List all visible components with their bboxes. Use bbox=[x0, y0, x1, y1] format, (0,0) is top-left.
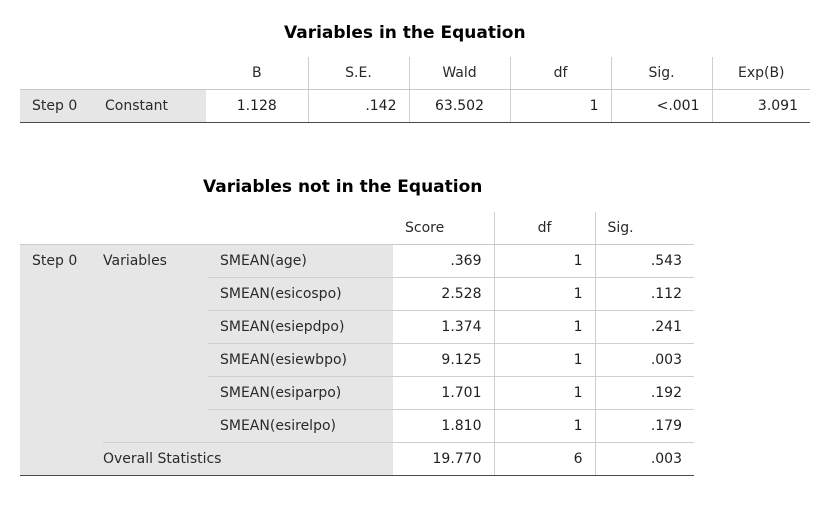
df-value: 1 bbox=[493, 310, 595, 344]
score-value: 1.701 bbox=[393, 376, 494, 410]
group-label-variables: Variables bbox=[103, 244, 208, 278]
table2-corner bbox=[103, 212, 208, 245]
sig-value: .543 bbox=[594, 244, 694, 278]
variable-name: SMEAN(esiepdpo) bbox=[208, 310, 393, 344]
score-value: 1.810 bbox=[393, 409, 494, 443]
overall-statistics-row: Overall Statistics 19.770 6 .003 bbox=[20, 442, 694, 476]
score-value: 2.528 bbox=[393, 277, 494, 311]
row-head-blank bbox=[103, 409, 208, 443]
row-head-blank bbox=[103, 343, 208, 377]
table1-col-header: Exp(B) bbox=[711, 57, 810, 90]
table-row: SMEAN(esiewbpo) 9.125 1 .003 bbox=[20, 343, 694, 377]
row-head-blank bbox=[103, 277, 208, 311]
df-value: 1 bbox=[493, 409, 595, 443]
sig-value: .003 bbox=[594, 442, 694, 476]
table1-corner bbox=[105, 57, 206, 90]
table2-title: Variables not in the Equation bbox=[203, 177, 483, 197]
table-row: SMEAN(esirelpo) 1.810 1 .179 bbox=[20, 409, 694, 443]
table-row: Step 0 Variables SMEAN(age) .369 1 .543 bbox=[20, 244, 694, 278]
score-value: 1.374 bbox=[393, 310, 494, 344]
variable-name: SMEAN(age) bbox=[208, 244, 393, 278]
df-value: 6 bbox=[493, 442, 595, 476]
df-value: 1 bbox=[493, 277, 595, 311]
sig-value: .003 bbox=[594, 343, 694, 377]
table1-row-constant: Step 0 Constant 1.128 .142 63.502 1 <.00… bbox=[20, 89, 810, 123]
value-expb: 3.091 bbox=[711, 89, 810, 123]
table1-col-header: df bbox=[509, 57, 611, 90]
table1-header-row: B S.E. Wald df Sig. Exp(B) bbox=[20, 57, 810, 90]
variable-name: SMEAN(esiparpo) bbox=[208, 376, 393, 410]
table-row: SMEAN(esiepdpo) 1.374 1 .241 bbox=[20, 310, 694, 344]
df-value: 1 bbox=[493, 244, 595, 278]
variable-name: SMEAN(esirelpo) bbox=[208, 409, 393, 443]
table2-header-row: Score df Sig. bbox=[20, 212, 694, 245]
row-head-blank bbox=[20, 277, 103, 311]
score-value: 19.770 bbox=[393, 442, 494, 476]
table-row: SMEAN(esicospo) 2.528 1 .112 bbox=[20, 277, 694, 311]
table1-col-header: Wald bbox=[408, 57, 510, 90]
step-label: Step 0 bbox=[20, 244, 103, 278]
variables-not-in-equation-table: Score df Sig. Step 0 Variables SMEAN(age… bbox=[20, 212, 694, 476]
table2-col-header: Score bbox=[393, 212, 494, 245]
row-head-blank bbox=[20, 343, 103, 377]
sig-value: .112 bbox=[594, 277, 694, 311]
table2-col-header: Sig. bbox=[594, 212, 694, 245]
score-value: .369 bbox=[450, 253, 482, 269]
table1-title: Variables in the Equation bbox=[284, 23, 526, 43]
value-b: 1.128 bbox=[206, 89, 308, 123]
row-head-blank bbox=[20, 310, 103, 344]
table1-col-header: B bbox=[206, 57, 308, 90]
table2-corner bbox=[20, 212, 103, 245]
sig-value: .179 bbox=[594, 409, 694, 443]
table1-col-header: S.E. bbox=[307, 57, 409, 90]
variable-name: SMEAN(esiewbpo) bbox=[208, 343, 393, 377]
df-value: 1 bbox=[493, 376, 595, 410]
row-head-blank bbox=[20, 376, 103, 410]
sig-value: .192 bbox=[594, 376, 694, 410]
value-wald: 63.502 bbox=[408, 89, 510, 123]
row-head-blank bbox=[103, 310, 208, 344]
value-sig: <.001 bbox=[610, 89, 712, 123]
table1-corner bbox=[20, 57, 105, 90]
table1-col-header: Sig. bbox=[610, 57, 712, 90]
table2-corner bbox=[208, 212, 393, 245]
row-head-blank bbox=[20, 409, 103, 443]
sig-value: .241 bbox=[594, 310, 694, 344]
row-head-blank bbox=[20, 442, 103, 476]
variable-name: SMEAN(esicospo) bbox=[208, 277, 393, 311]
row-head-blank bbox=[103, 376, 208, 410]
table-row: SMEAN(esiparpo) 1.701 1 .192 bbox=[20, 376, 694, 410]
step-label: Step 0 bbox=[20, 89, 105, 123]
row-label-constant: Constant bbox=[105, 89, 206, 123]
table2-col-header: df bbox=[493, 212, 595, 245]
value-se: .142 bbox=[307, 89, 409, 123]
overall-statistics-label: Overall Statistics bbox=[103, 442, 393, 476]
value-df: 1 bbox=[509, 89, 611, 123]
df-value: 1 bbox=[493, 343, 595, 377]
variables-in-equation-table: B S.E. Wald df Sig. Exp(B) Step 0 Consta… bbox=[20, 57, 810, 123]
score-value: 9.125 bbox=[393, 343, 494, 377]
